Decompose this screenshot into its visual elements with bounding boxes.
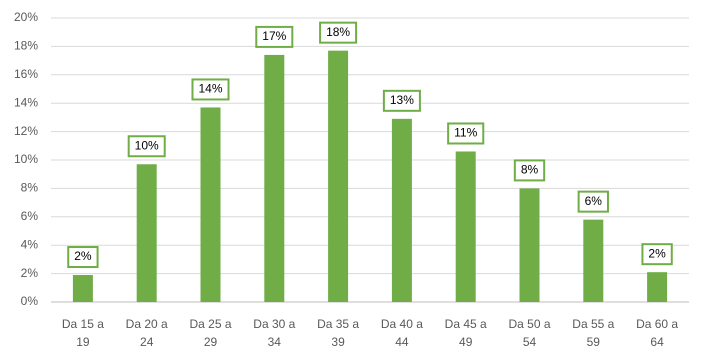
- y-tick-label: 18%: [14, 39, 38, 53]
- y-tick-label: 2%: [21, 266, 39, 280]
- value-label: 18%: [326, 25, 350, 39]
- value-label-box: [67, 246, 99, 269]
- bar: [136, 164, 157, 302]
- value-label-box: [382, 89, 421, 112]
- value-label-box: [127, 135, 166, 158]
- x-tick-label: Da 40 a 44: [381, 317, 423, 349]
- bar: [391, 118, 412, 302]
- y-tick-label: 16%: [14, 67, 38, 81]
- y-tick-label: 6%: [21, 209, 39, 223]
- value-label: 2%: [648, 246, 666, 260]
- value-label: 11%: [454, 126, 477, 140]
- x-tick-label: Da 15 a 19: [62, 317, 104, 349]
- value-label: 13%: [390, 93, 414, 107]
- value-label-box: [513, 159, 546, 182]
- bar: [583, 219, 604, 302]
- value-label: 14%: [198, 82, 222, 96]
- value-label: 8%: [521, 163, 539, 177]
- value-label-box: [447, 122, 485, 145]
- bar: [72, 275, 93, 302]
- x-tick-label: Da 60 a 64: [636, 317, 678, 349]
- bar: [519, 188, 540, 302]
- value-label-box: [191, 78, 230, 101]
- value-label-box: [641, 243, 673, 266]
- x-tick-label: Da 20 a 24: [126, 317, 168, 349]
- value-label: 17%: [262, 29, 286, 43]
- value-label-box: [577, 190, 609, 213]
- value-label: 6%: [585, 194, 603, 208]
- y-tick-label: 20%: [14, 10, 38, 24]
- y-tick-label: 14%: [14, 95, 38, 109]
- x-tick-label: Da 35 a 39: [317, 317, 359, 349]
- bar: [455, 151, 476, 302]
- x-tick-label: Da 55 a 59: [572, 317, 614, 349]
- x-tick-label: Da 50 a 54: [508, 317, 550, 349]
- bar: [264, 54, 285, 302]
- bar: [200, 107, 221, 303]
- y-tick-label: 10%: [14, 152, 38, 166]
- value-label-box: [319, 21, 358, 44]
- y-tick-label: 4%: [21, 237, 39, 251]
- bar: [647, 272, 668, 302]
- value-label-box: [255, 25, 294, 48]
- y-tick-label: 12%: [14, 124, 38, 138]
- x-tick-label: Da 25 a 29: [189, 317, 231, 349]
- y-tick-label: 0%: [21, 294, 39, 308]
- x-tick-label: Da 30 a 34: [253, 317, 295, 349]
- value-label: 10%: [135, 138, 159, 152]
- x-tick-label: Da 45 a 49: [445, 317, 487, 349]
- value-label: 2%: [74, 249, 92, 263]
- bar: [328, 50, 349, 302]
- y-tick-label: 8%: [21, 181, 39, 195]
